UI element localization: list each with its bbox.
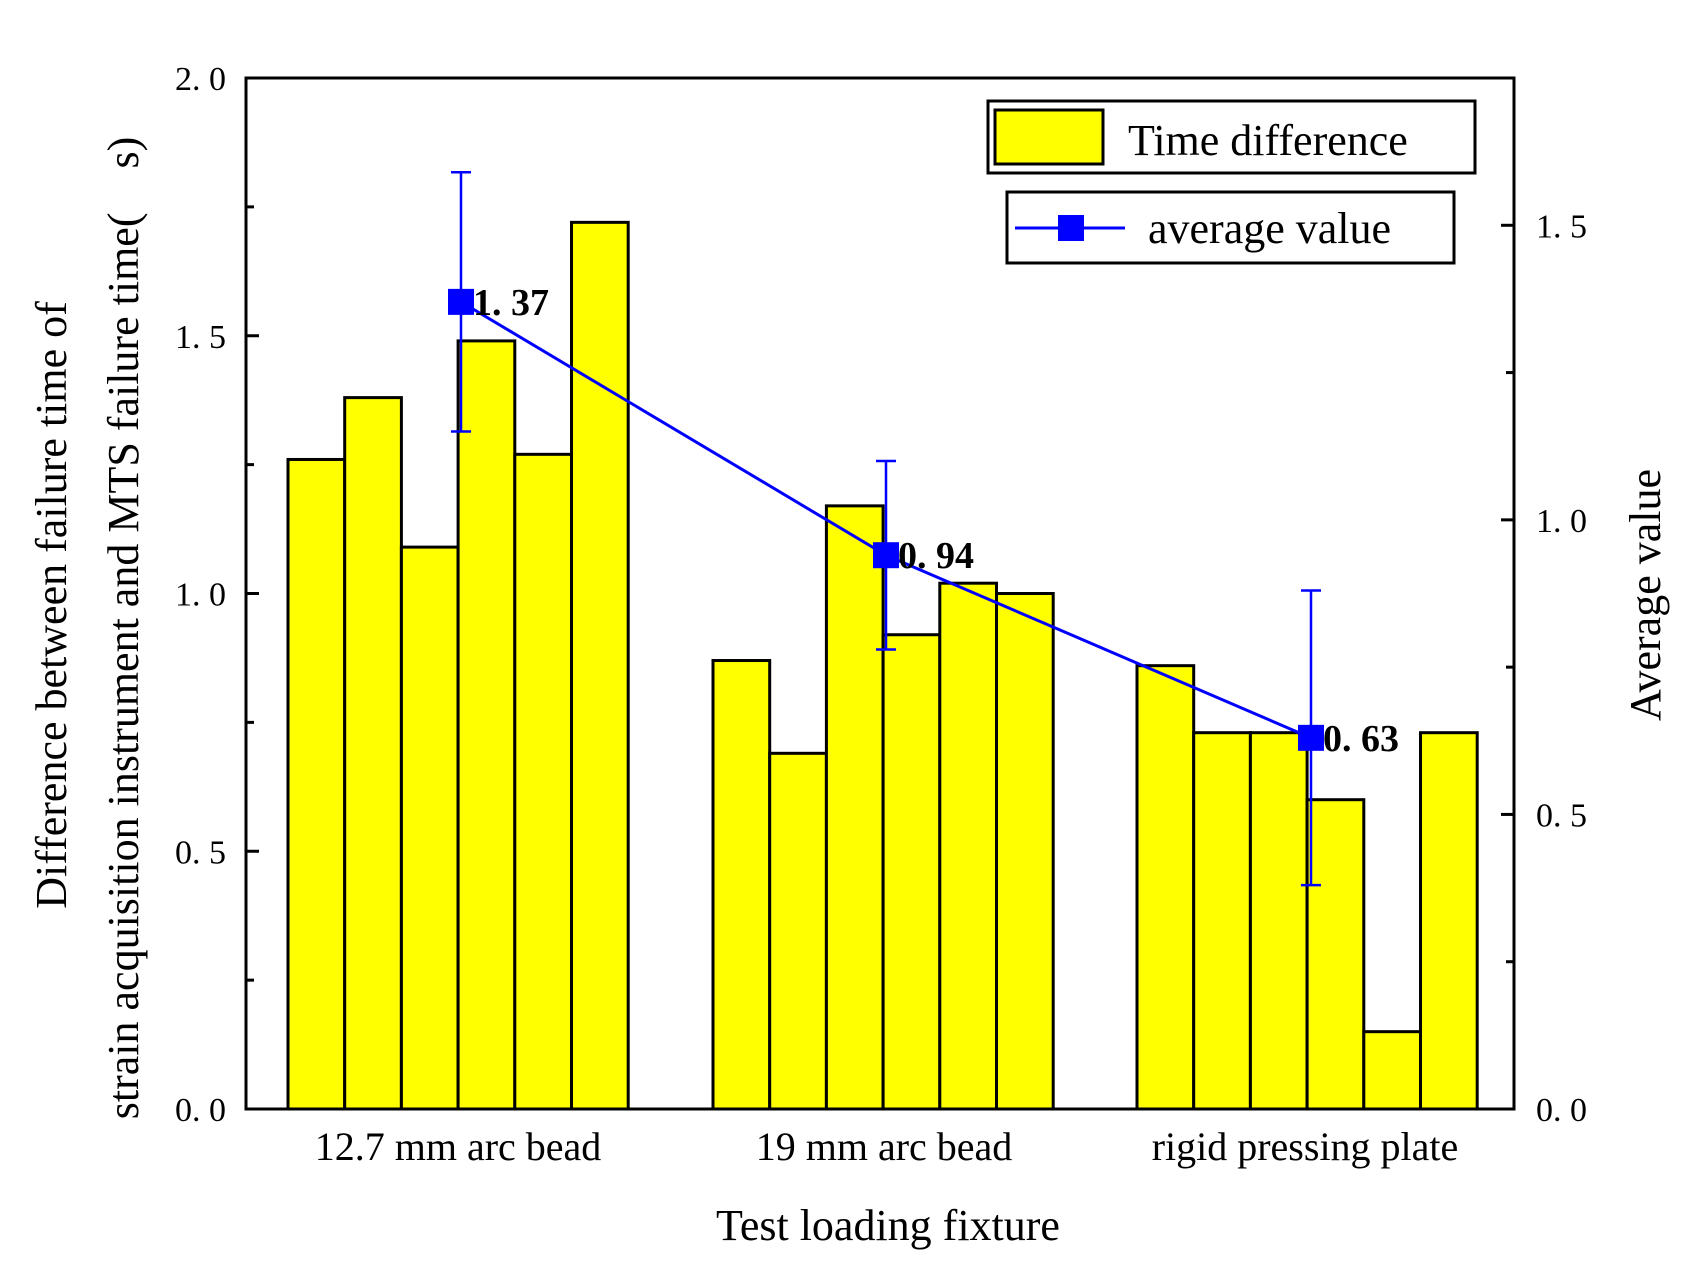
left-tick-label-2: 1. 0 — [175, 577, 226, 614]
legend-label-time-difference: Time difference — [1128, 116, 1408, 165]
bars-layer — [286, 220, 1479, 1111]
x-axis-title: Test loading fixture — [716, 1201, 1060, 1250]
bar-0-0 — [286, 457, 347, 1111]
right-axis-ticks: 0. 0 0. 5 1. 0 1. 5 — [1501, 76, 1587, 1129]
average-data-label-1: 0. 94 — [898, 535, 974, 577]
bar-0-5 — [570, 220, 630, 1111]
bar-2-4 — [1362, 1030, 1423, 1111]
left-axis-ticks: 0. 0 0. 5 1. 0 1. 5 2. 0 — [175, 61, 259, 1129]
bar-2-5 — [1419, 731, 1479, 1111]
y-axis-title-left-line2: strain acquisition instrument and MTS fa… — [99, 137, 148, 1119]
legend-marker-average-value — [1058, 215, 1084, 241]
bar-1-4 — [938, 581, 998, 1111]
bar-0-4 — [513, 452, 573, 1111]
legend-swatch-time-difference — [993, 108, 1105, 166]
legend-label-average-value: average value — [1148, 204, 1391, 253]
bar-0-3 — [456, 339, 517, 1111]
bar-2-2 — [1248, 731, 1309, 1111]
left-tick-label-3: 1. 5 — [175, 319, 226, 356]
average-marker-1 — [873, 542, 899, 569]
average-data-label-0: 1. 37 — [473, 282, 549, 324]
average-marker-0 — [448, 288, 474, 315]
y-axis-title-right: Average value — [1621, 469, 1670, 721]
bar-0-2 — [399, 545, 460, 1111]
average-line-layer: 1. 37 0. 94 0. 63 — [448, 282, 1399, 760]
left-tick-label-1: 0. 5 — [175, 834, 226, 871]
bar-1-2 — [824, 504, 885, 1111]
legend: Time difference average value — [986, 99, 1477, 265]
left-tick-label-0: 0. 0 — [175, 1092, 226, 1129]
bar-1-3 — [881, 633, 942, 1111]
bar-2-0 — [1135, 664, 1196, 1111]
bar-2-1 — [1192, 731, 1252, 1111]
bar-1-0 — [711, 659, 772, 1111]
bar-1-5 — [995, 592, 1055, 1111]
y-axis-title-left-line1: Difference between failure time of — [27, 301, 76, 909]
category-label-1: 19 mm arc bead — [756, 1124, 1013, 1169]
bar-0-1 — [343, 396, 403, 1111]
bar-2-3 — [1305, 798, 1366, 1111]
category-label-2: rigid pressing plate — [1152, 1124, 1459, 1169]
bar-1-1 — [768, 751, 828, 1111]
left-tick-label-4: 2. 0 — [175, 61, 226, 98]
right-tick-label-0: 0. 0 — [1536, 1092, 1587, 1129]
right-tick-label-2: 1. 0 — [1536, 503, 1587, 540]
right-tick-label-3: 1. 5 — [1536, 208, 1587, 245]
average-data-label-2: 0. 63 — [1323, 718, 1399, 760]
average-marker-2 — [1298, 724, 1324, 751]
right-tick-label-1: 0. 5 — [1536, 797, 1587, 834]
category-label-0: 12.7 mm arc bead — [315, 1124, 602, 1169]
